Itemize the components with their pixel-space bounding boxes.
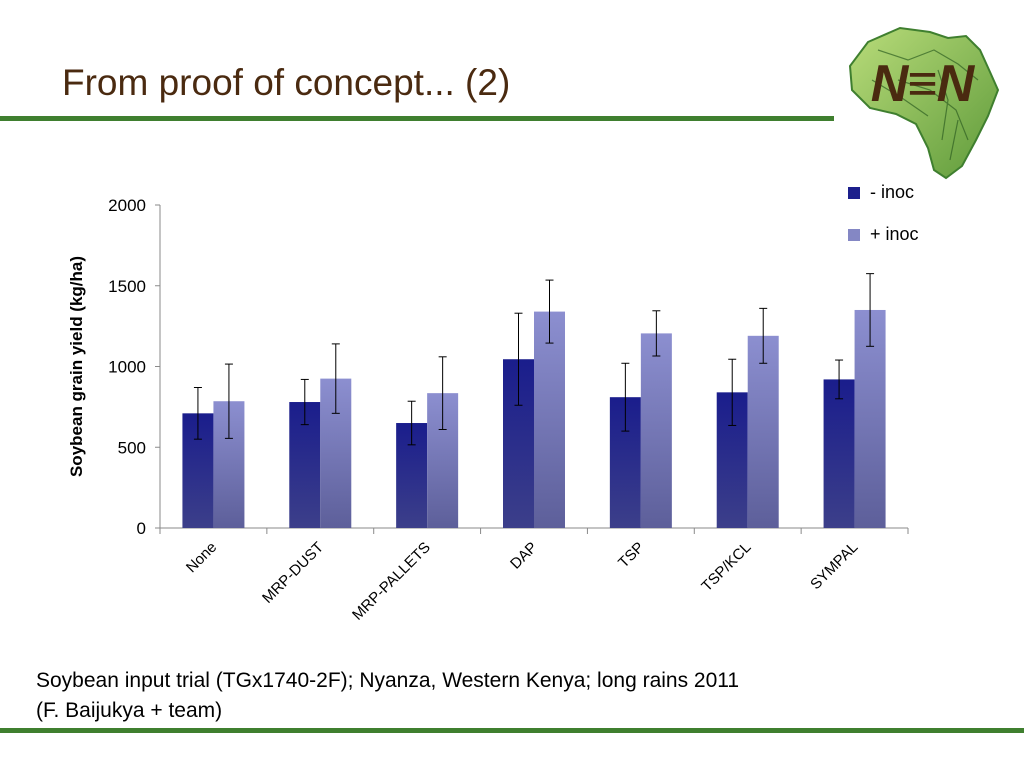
slide-caption: Soybean input trial (TGx1740-2F); Nyanza… (36, 666, 739, 726)
chart-legend: - inoc + inoc (848, 182, 919, 244)
slide-title: From proof of concept... (2) (62, 62, 511, 103)
bar-plus-inoc (534, 311, 565, 528)
y-tick-label: 1000 (108, 358, 146, 377)
caption-line-2: (F. Baijukya + team) (36, 699, 223, 722)
x-category-label: MRP-DUST (259, 539, 327, 607)
x-category-label: TSP/KCL (698, 539, 754, 595)
bar-plus-inoc (640, 333, 672, 528)
y-tick-label: 500 (118, 438, 146, 457)
logo-text: N≡N (870, 55, 974, 113)
x-category-label: MRP-PALLETS (349, 539, 434, 624)
legend-swatch-minus-inoc (848, 187, 860, 199)
y-tick-label: 1500 (108, 277, 146, 296)
chart-bars (182, 273, 886, 528)
x-category-label: None (183, 539, 220, 576)
y-axis-title: Soybean grain yield (kg/ha) (67, 256, 86, 477)
footer-divider (0, 728, 1024, 733)
x-category-label: DAP (507, 539, 541, 573)
x-category-label: SYMPAL (807, 539, 861, 593)
title-divider (0, 116, 834, 121)
legend-label-plus-inoc: + inoc (870, 224, 919, 244)
africa-map-leaf-logo-icon (848, 26, 1000, 180)
legend-swatch-plus-inoc (848, 229, 860, 241)
y-tick-label: 0 (137, 519, 146, 538)
caption-line-1: Soybean input trial (TGx1740-2F); Nyanza… (36, 669, 740, 692)
x-category-label: TSP (615, 539, 648, 572)
bar-minus-inoc (823, 379, 855, 528)
legend-label-minus-inoc: - inoc (870, 182, 914, 202)
y-tick-label: 2000 (108, 196, 146, 215)
bar-plus-inoc (747, 335, 779, 528)
